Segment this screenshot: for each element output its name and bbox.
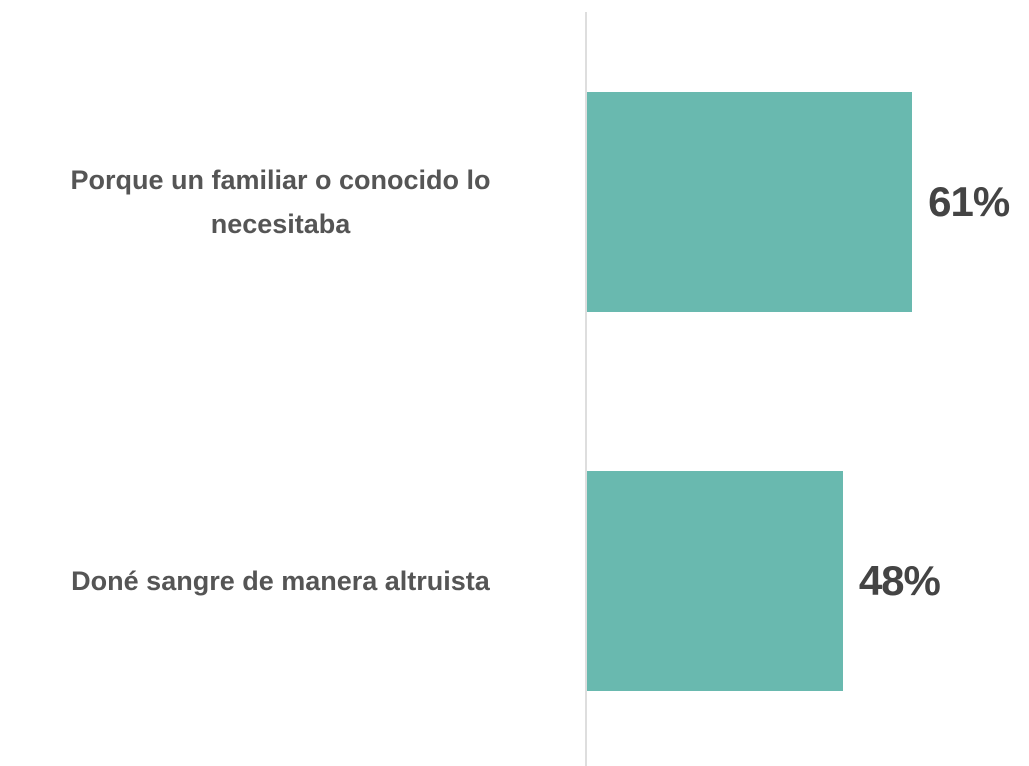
value-label: 61%	[928, 178, 1010, 225]
bar	[587, 471, 843, 691]
bar	[587, 92, 913, 312]
category-label: Doné sangre de manera altruista	[71, 566, 490, 596]
value-label: 48%	[858, 557, 941, 604]
category-label: Porque un familiar o conocido lo necesit…	[70, 165, 491, 239]
axis-line	[585, 12, 587, 766]
